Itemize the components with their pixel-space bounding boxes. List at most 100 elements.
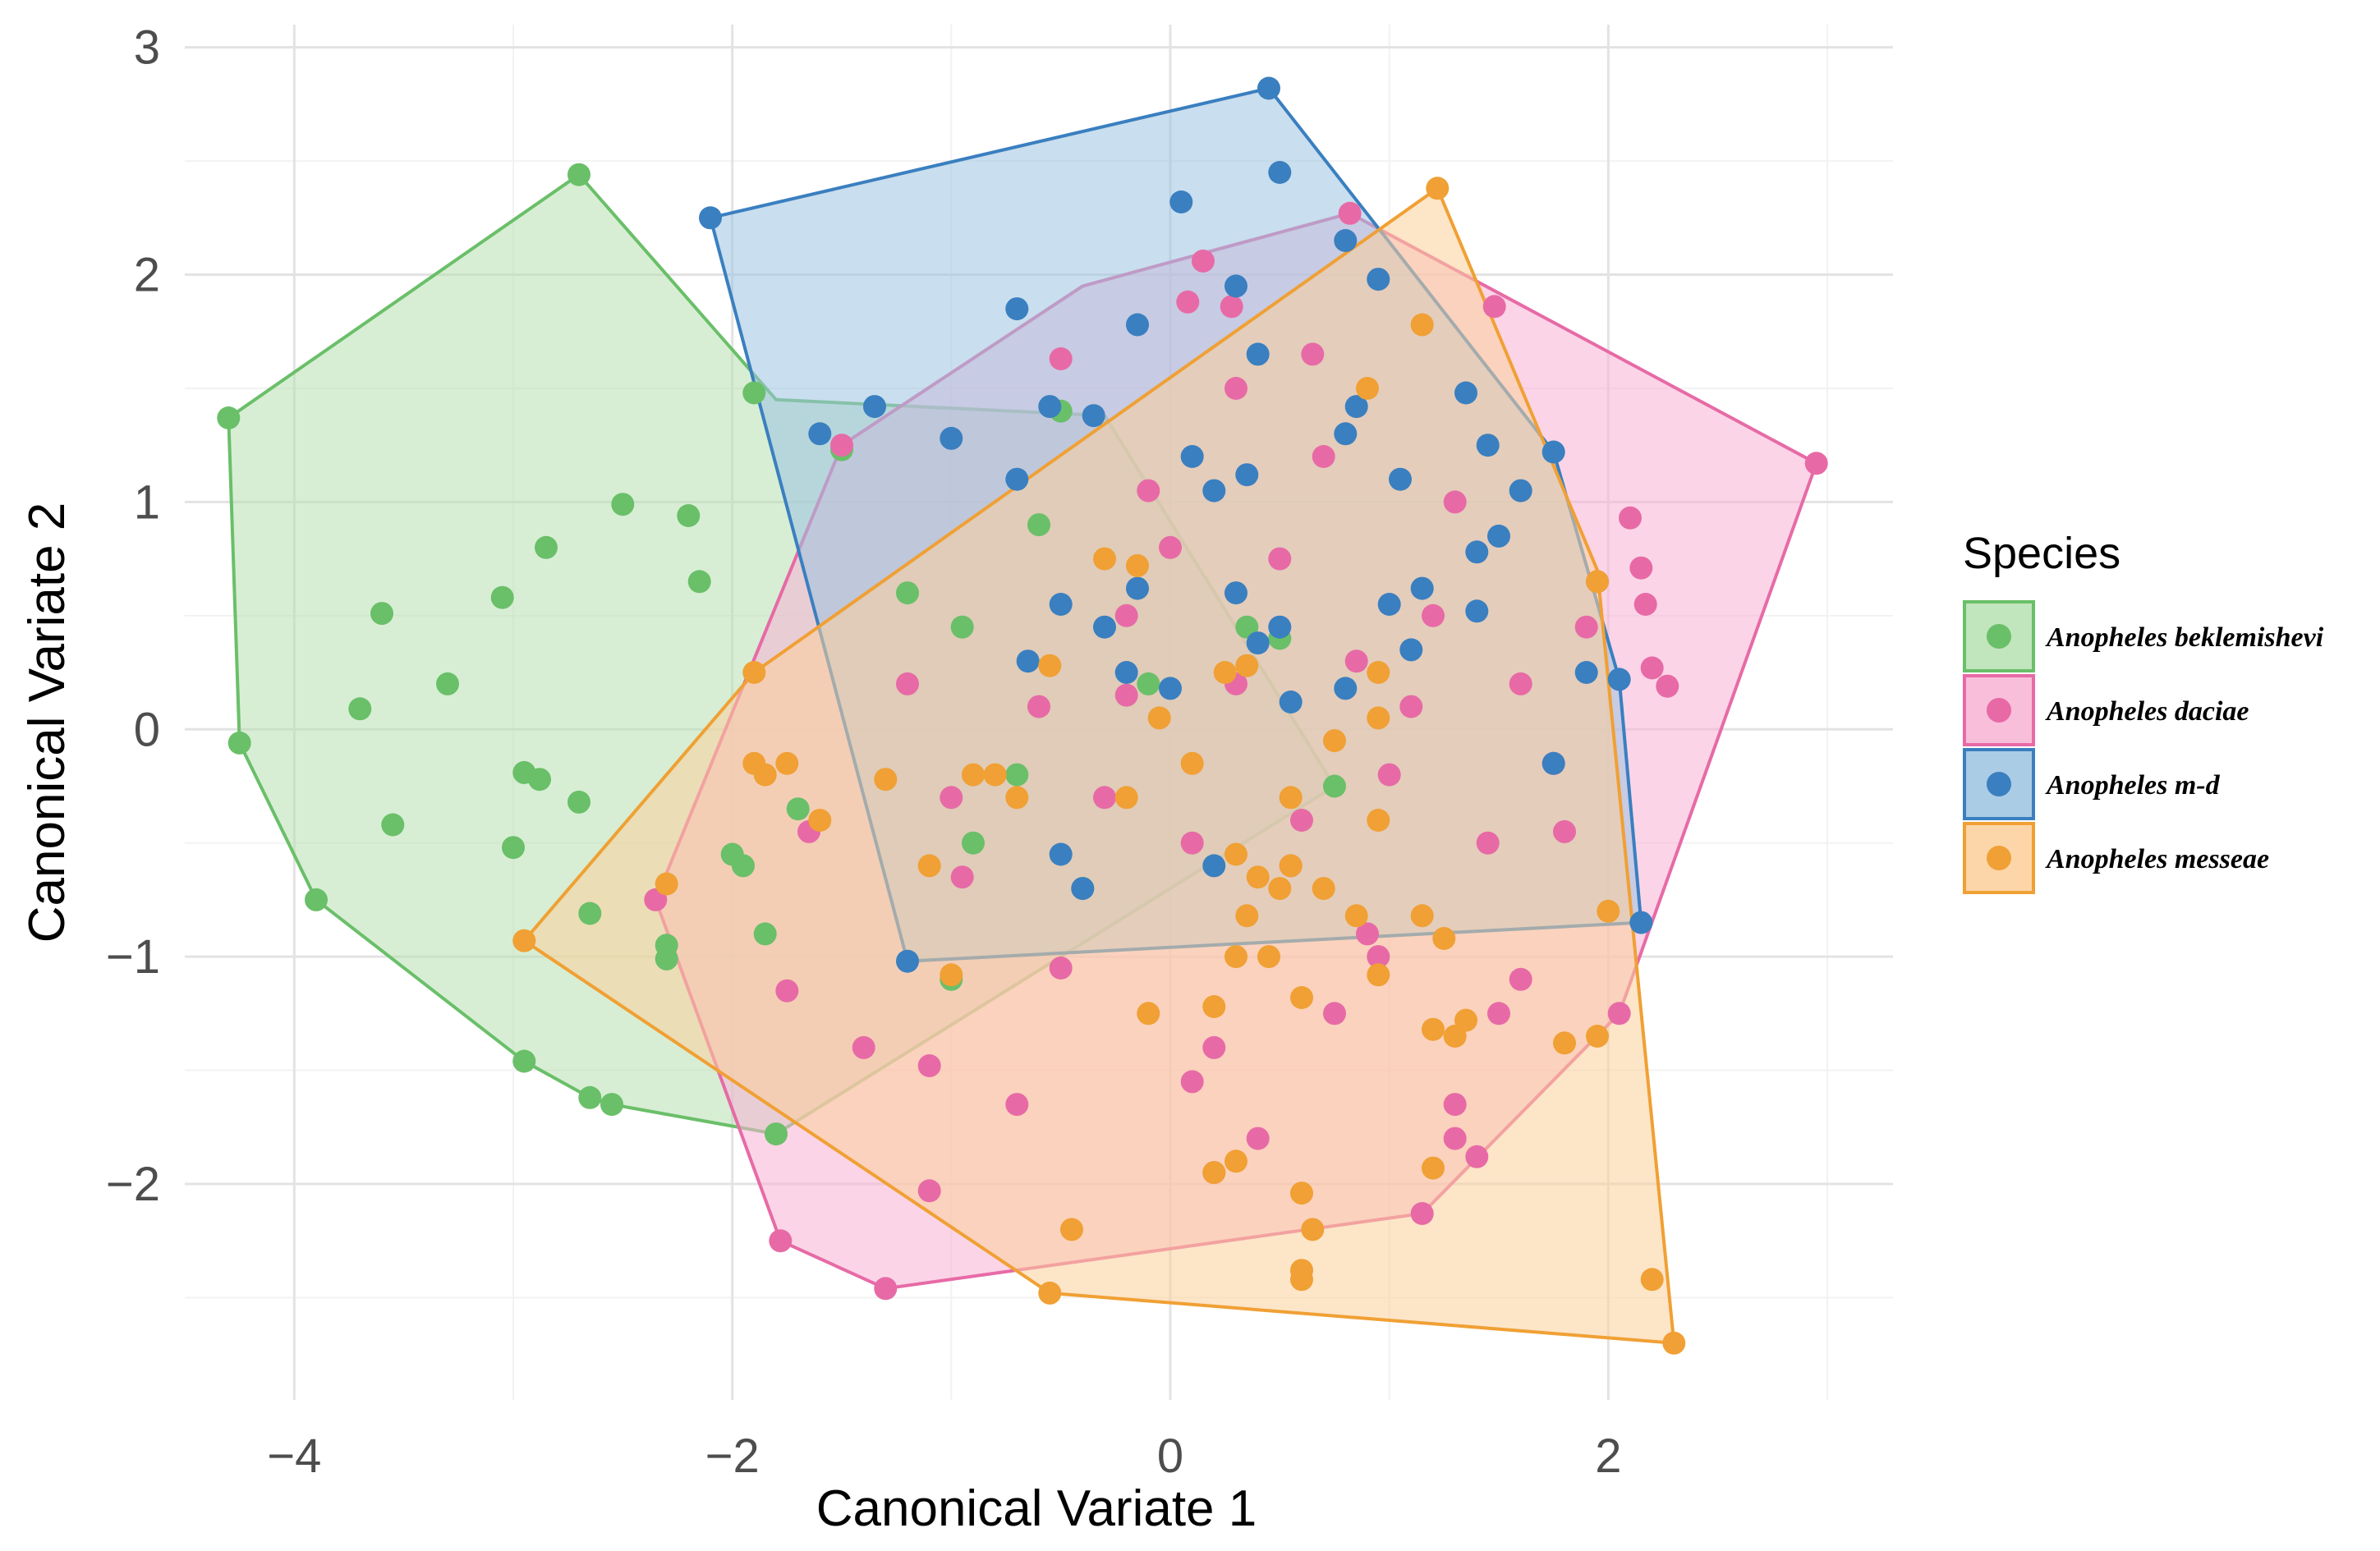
point-anopheles-daciae [1159,535,1182,559]
point-anopheles-daciae [1114,603,1138,627]
point-anopheles-daciae [1443,1127,1467,1150]
point-anopheles-messeae [962,763,985,787]
point-anopheles-beklemishevi [1323,774,1346,798]
point-anopheles-daciae [1509,967,1532,991]
point-anopheles-m-d [1114,661,1138,684]
point-anopheles-m-d [1126,313,1149,337]
point-anopheles-beklemishevi [381,813,405,837]
point-anopheles-messeae [1454,1008,1477,1032]
point-anopheles-messeae [1060,1218,1083,1241]
point-anopheles-m-d [808,422,832,446]
tick-labels: −4 −2 0 2 −2 −1 0 1 2 3 [106,21,1622,1483]
point-anopheles-beklemishevi [742,381,766,405]
point-anopheles-daciae [950,865,974,889]
point-anopheles-beklemishevi [962,831,985,855]
point-anopheles-m-d [1399,638,1423,662]
point-anopheles-daciae [1268,547,1292,571]
point-anopheles-beklemishevi [502,836,525,860]
legend-key-point [1987,624,2011,649]
point-anopheles-m-d [1454,381,1477,405]
point-anopheles-messeae [1367,661,1390,684]
point-anopheles-m-d [1049,593,1073,616]
point-anopheles-messeae [1224,1149,1247,1173]
point-anopheles-m-d [1487,524,1510,548]
point-anopheles-messeae [1038,654,1062,677]
legend: Species Anopheles beklemishevi Anopheles … [1963,529,2324,894]
y-tick-label: 3 [134,21,160,75]
point-anopheles-daciae [830,434,853,457]
point-anopheles-beklemishevi [611,493,635,516]
point-anopheles-m-d [1005,297,1029,321]
points [217,76,1828,1355]
point-anopheles-m-d [1224,274,1247,298]
point-anopheles-messeae [1662,1331,1686,1355]
point-anopheles-daciae [1553,819,1576,843]
point-anopheles-daciae [1443,490,1467,514]
point-anopheles-m-d [1005,467,1029,491]
point-anopheles-messeae [808,809,832,832]
legend-title: Species [1963,529,2120,578]
point-anopheles-m-d [1071,877,1095,901]
point-anopheles-daciae [1180,831,1204,855]
point-anopheles-daciae [1338,201,1362,225]
point-anopheles-daciae [917,1179,941,1203]
point-anopheles-messeae [917,854,941,878]
point-anopheles-daciae [1027,695,1050,718]
point-anopheles-messeae [1586,570,1609,594]
y-tick-label: −1 [106,930,160,984]
point-anopheles-beklemishevi [370,602,393,626]
point-anopheles-messeae [1367,706,1390,730]
legend-label: Anopheles daciae [2045,696,2249,727]
point-anopheles-beklemishevi [227,731,251,755]
point-anopheles-messeae [1224,945,1247,969]
point-anopheles-messeae [655,872,678,896]
legend-key-point [1987,772,2011,796]
point-anopheles-beklemishevi [677,504,701,527]
point-anopheles-m-d [699,206,722,230]
point-anopheles-m-d [1367,268,1390,291]
point-anopheles-beklemishevi [348,697,372,721]
point-anopheles-beklemishevi [600,1093,623,1117]
point-anopheles-daciae [1312,445,1335,468]
point-anopheles-daciae [940,786,963,810]
point-anopheles-messeae [1235,904,1259,928]
point-anopheles-beklemishevi [765,1122,788,1146]
point-anopheles-daciae [1114,683,1138,707]
point-anopheles-daciae [1202,1035,1226,1059]
point-anopheles-messeae [1114,786,1138,810]
point-anopheles-m-d [1389,467,1412,491]
point-anopheles-daciae [1049,957,1073,980]
point-anopheles-daciae [874,1277,898,1301]
point-anopheles-m-d [1049,842,1073,866]
point-anopheles-beklemishevi [1005,763,1029,787]
point-anopheles-m-d [1016,649,1040,673]
y-tick-label: 0 [134,703,160,756]
point-anopheles-daciae [1137,479,1160,502]
point-anopheles-m-d [1465,599,1489,623]
point-anopheles-daciae [1093,786,1116,810]
point-anopheles-beklemishevi [1137,672,1160,695]
point-anopheles-m-d [1257,76,1280,100]
legend-label: Anopheles beklemishevi [2045,622,2324,653]
point-anopheles-daciae [1367,945,1390,969]
point-anopheles-beklemishevi [567,790,590,814]
point-anopheles-messeae [1356,377,1379,400]
point-anopheles-daciae [775,979,799,1003]
point-anopheles-m-d [863,395,886,419]
point-anopheles-m-d [1126,576,1149,600]
point-anopheles-messeae [1213,661,1237,684]
point-anopheles-daciae [1246,1127,1270,1150]
point-anopheles-m-d [1268,161,1292,184]
point-anopheles-daciae [1323,1002,1346,1026]
point-anopheles-messeae [1235,654,1259,677]
point-anopheles-messeae [1137,1002,1160,1026]
point-anopheles-daciae [852,1035,875,1059]
point-anopheles-messeae [775,751,799,775]
point-anopheles-daciae [1290,809,1313,832]
point-anopheles-beklemishevi [578,1085,602,1109]
point-anopheles-messeae [1367,809,1390,832]
point-anopheles-daciae [1176,290,1200,314]
point-anopheles-daciae [1005,1093,1029,1117]
point-anopheles-m-d [1476,434,1500,457]
point-anopheles-m-d [1629,911,1653,934]
